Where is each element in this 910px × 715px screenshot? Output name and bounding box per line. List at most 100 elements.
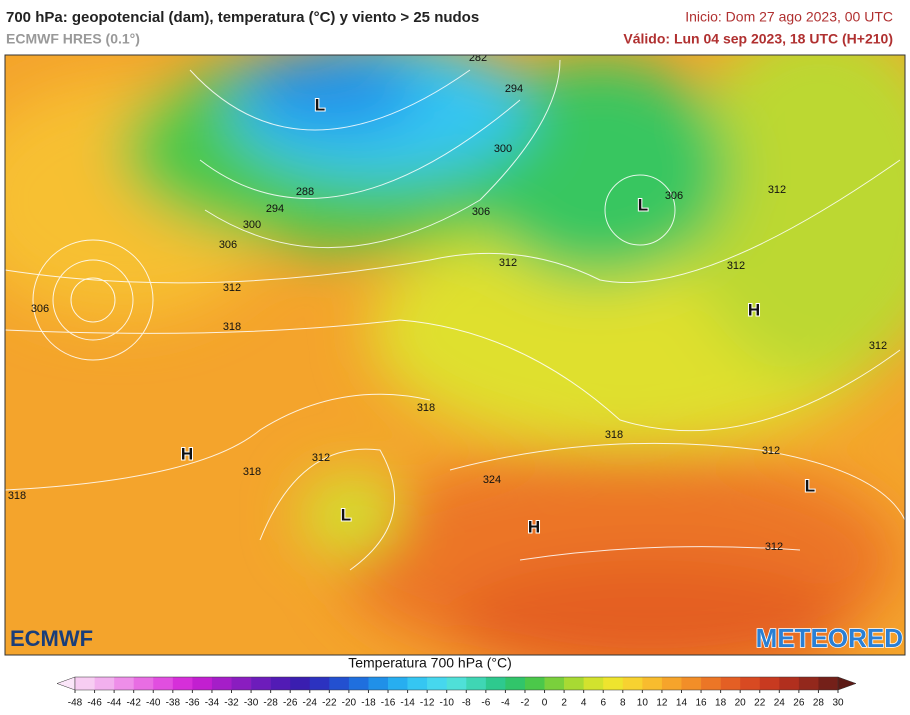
colorbar-segment	[309, 677, 330, 690]
colorbar-segment	[368, 677, 389, 690]
colorbar-tick-label: 20	[735, 698, 747, 709]
colorbar-tick-label: -36	[185, 698, 200, 709]
colorbar-tick-label: 4	[581, 698, 587, 709]
contour-label: 300	[243, 219, 261, 231]
colorbar-tick-label: -28	[263, 698, 278, 709]
colorbar-segment	[564, 677, 584, 690]
init-time: Inicio: Dom 27 ago 2023, 00 UTC	[685, 9, 893, 25]
colorbar-segment	[114, 677, 134, 690]
contour-label: 282	[469, 52, 487, 64]
colorbar-tick-label: 24	[774, 698, 786, 709]
contour-label: 312	[869, 340, 887, 352]
contour-label: 300	[494, 143, 512, 155]
pressure-center: H	[748, 300, 760, 319]
colorbar-tick-label: -22	[322, 698, 337, 709]
colorbar-tick-label: 10	[637, 698, 649, 709]
contour-label: 312	[727, 260, 745, 272]
colorbar-segment	[740, 677, 761, 690]
colorbar-tick-label: -16	[381, 698, 396, 709]
colorbar-tick-label: 12	[656, 698, 668, 709]
pressure-center: H	[528, 517, 540, 536]
contour-label: 312	[762, 445, 780, 457]
contour-label: 312	[768, 184, 786, 196]
map: 282 294 300 288 294 300 306 306 306 312 …	[5, 52, 905, 655]
contour-label: 294	[266, 203, 284, 215]
colorbar-frame	[74, 676, 839, 691]
colorbar-tick-label: 0	[542, 698, 548, 709]
colorbar-segment	[329, 677, 350, 690]
title: 700 hPa: geopotencial (dam), temperatura…	[6, 9, 479, 26]
map-frame	[4, 54, 906, 656]
colorbar-segment	[348, 677, 369, 690]
colorbar-tick-label: -34	[205, 698, 220, 709]
contour-label: 312	[223, 282, 241, 294]
colorbar-tick-label: -20	[342, 698, 357, 709]
colorbar-tick-label: 22	[754, 698, 766, 709]
colorbar-segment	[603, 677, 624, 690]
colorbar-segment	[779, 677, 800, 690]
colorbar-segment	[211, 677, 232, 690]
contour-label: 288	[296, 186, 314, 198]
colorbar-segment	[622, 677, 643, 690]
contour-label: 318	[243, 466, 261, 478]
colorbar-tick-label: -42	[126, 698, 141, 709]
colorbar-tick-label: -4	[501, 698, 510, 709]
model: ECMWF HRES (0.1°)	[6, 31, 140, 47]
colorbar-tick-label: -14	[400, 698, 415, 709]
colorbar-title: Temperatura 700 hPa (°C)	[348, 655, 512, 671]
colorbar-tick-label: -30	[244, 698, 259, 709]
colorbar-segment	[720, 677, 741, 690]
colorbar-segment	[681, 677, 702, 690]
colorbar-tick-label: -32	[224, 698, 239, 709]
colorbar-tick-label: -44	[107, 698, 122, 709]
colorbar-tick-label: -2	[521, 698, 530, 709]
colorbar-tick-label: 30	[832, 698, 844, 709]
colorbar-segment	[231, 677, 252, 690]
pressure-center: H	[181, 444, 193, 463]
colorbar-segment	[759, 677, 780, 690]
colorbar-segment	[94, 677, 115, 690]
colorbar-segment	[661, 677, 682, 690]
colorbar: -48 -46 -44 -42 -40 -38 -36 -34 -32 -30 -28 -26 -24-…	[56, 676, 857, 709]
colorbar-tick-label: 6	[600, 698, 606, 709]
colorbar-segment	[544, 677, 565, 690]
colorbar-tick-label: 2	[561, 698, 567, 709]
colorbar-tick-label: -46	[87, 698, 102, 709]
colorbar-segment	[75, 677, 95, 690]
contour-label: 312	[312, 452, 330, 464]
colorbar-segment	[446, 677, 467, 690]
colorbar-tick-label: -38	[166, 698, 181, 709]
colorbar-tick-label: -40	[146, 698, 161, 709]
colorbar-tick-label: 28	[813, 698, 825, 709]
colorbar-segment	[172, 677, 193, 690]
colorbar-tick-label: -18	[361, 698, 376, 709]
logo-ecmwf: ECMWF	[10, 626, 93, 651]
contour-label: 318	[223, 321, 241, 333]
pressure-center: L	[315, 95, 325, 114]
colorbar-tick-label: -6	[481, 698, 490, 709]
colorbar-segment	[270, 677, 291, 690]
colorbar-segment	[524, 677, 545, 690]
contour-label: 312	[499, 257, 517, 269]
colorbar-tick-label: -48	[68, 698, 83, 709]
colorbar-segment	[133, 677, 154, 690]
colorbar-tick-label: -8	[462, 698, 471, 709]
colorbar-segment	[192, 677, 213, 690]
colorbar-segment	[290, 677, 311, 690]
colorbar-tick-label: 18	[715, 698, 727, 709]
colorbar-tick-label: -26	[283, 698, 298, 709]
contour-label: 306	[665, 190, 683, 202]
colorbar-segment	[407, 677, 428, 690]
pressure-center: L	[341, 505, 351, 524]
contour-label: 306	[472, 206, 490, 218]
valid-time: Válido: Lun 04 sep 2023, 18 UTC (H+210)	[623, 31, 893, 47]
colorbar-segment	[427, 677, 448, 690]
contour-label: 306	[31, 303, 49, 315]
pressure-center: L	[805, 476, 815, 495]
colorbar-under	[56, 676, 76, 691]
colorbar-segment	[251, 677, 271, 690]
contour-label: 318	[8, 490, 26, 502]
colorbar-segment	[798, 677, 819, 690]
colorbar-tick-label: 16	[695, 698, 707, 709]
